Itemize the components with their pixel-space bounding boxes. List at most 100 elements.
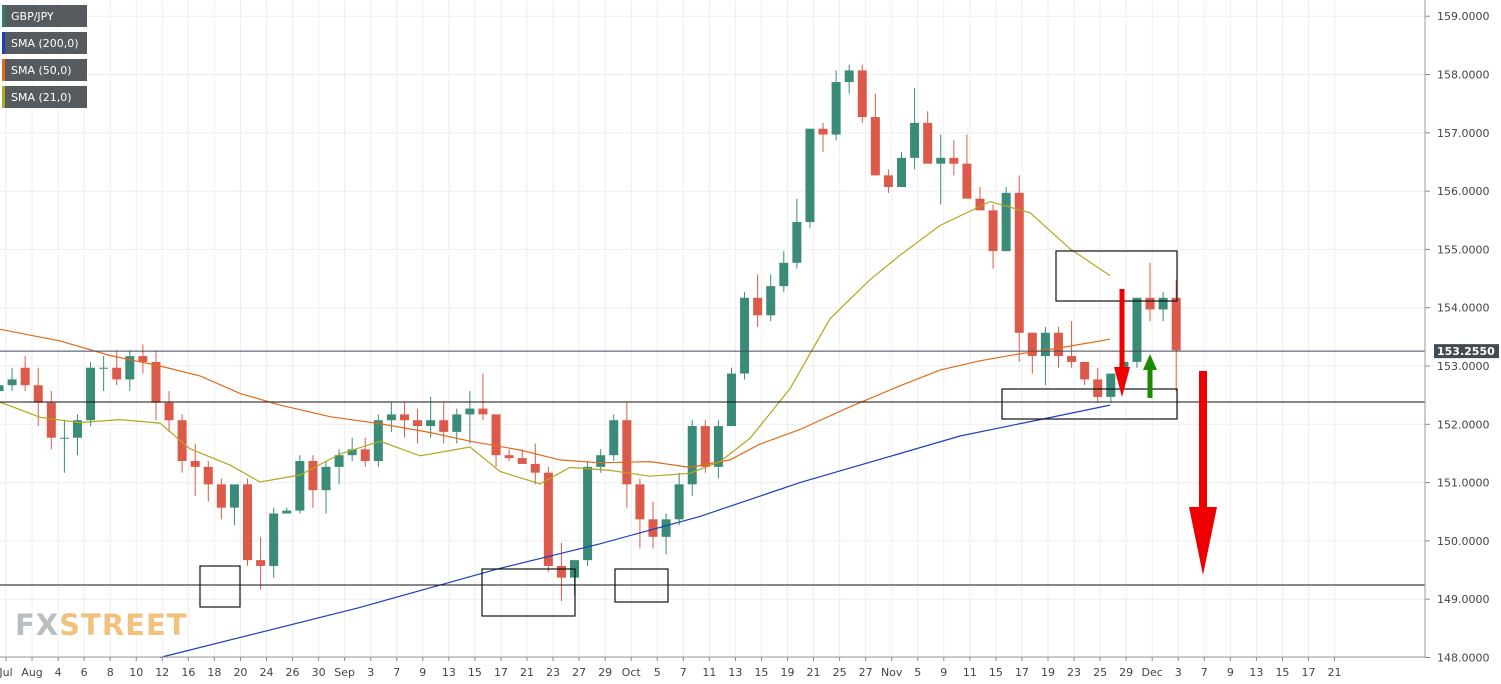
x-tick-label: 23 xyxy=(546,666,560,679)
arrow-shaft xyxy=(1119,289,1125,367)
candle xyxy=(910,87,920,170)
x-tick-label: Aug xyxy=(21,666,42,679)
legend-label: SMA (200,0) xyxy=(11,36,79,50)
candle xyxy=(556,542,566,601)
candle-body xyxy=(321,466,331,491)
candle xyxy=(243,478,253,566)
candle xyxy=(779,251,789,292)
x-tick-label: 17 xyxy=(494,666,508,679)
candle-body xyxy=(72,420,82,438)
x-tick-label: 19 xyxy=(781,666,795,679)
legend-sma-50: SMA (50,0) xyxy=(2,59,87,81)
candle-body xyxy=(229,484,239,508)
candle-body xyxy=(86,367,96,421)
candle-body xyxy=(923,122,933,164)
sma-21-line xyxy=(0,200,1111,485)
arrow-down-icon xyxy=(1114,289,1130,397)
candle-body xyxy=(1145,297,1155,310)
candle xyxy=(831,70,841,141)
legend-swatch xyxy=(2,86,5,108)
candle xyxy=(792,198,802,269)
candle-body xyxy=(897,157,907,188)
y-tick-label: 153.0000 xyxy=(1437,360,1490,373)
candle-body xyxy=(20,367,30,386)
candle xyxy=(622,402,632,508)
candle xyxy=(426,396,436,438)
candle xyxy=(0,385,4,392)
candle xyxy=(1093,367,1103,403)
candle-body xyxy=(975,198,985,211)
candle-body xyxy=(726,373,736,427)
y-tick-label: 151.0000 xyxy=(1437,477,1490,490)
candle xyxy=(1040,326,1050,386)
arrow-shaft xyxy=(1199,371,1207,507)
x-tick-label: Dec xyxy=(1142,666,1163,679)
candle-body xyxy=(439,420,449,432)
candle xyxy=(870,93,880,176)
x-tick-label: 11 xyxy=(702,666,716,679)
candle xyxy=(1145,262,1155,322)
x-tick-label: 16 xyxy=(181,666,195,679)
x-tick-label: 13 xyxy=(1249,666,1263,679)
candle xyxy=(373,414,383,467)
x-tick-label: 5 xyxy=(914,666,921,679)
candle-body xyxy=(805,128,815,222)
y-tick-label: 159.0000 xyxy=(1437,10,1490,23)
candle xyxy=(360,437,370,467)
candle-body xyxy=(1158,297,1168,310)
x-tick-label: Oct xyxy=(622,666,642,679)
x-tick-label: 19 xyxy=(1041,666,1055,679)
candle xyxy=(661,513,671,555)
candle-body xyxy=(949,157,959,164)
y-tick-label: 148.0000 xyxy=(1437,652,1490,665)
arrow-head xyxy=(1143,354,1157,370)
candle-body xyxy=(491,414,501,456)
candle xyxy=(308,455,318,508)
y-tick-label: 156.0000 xyxy=(1437,185,1490,198)
candle-body xyxy=(33,385,43,403)
candle-body xyxy=(517,458,527,464)
candle-body xyxy=(216,484,226,508)
x-tick-label: 15 xyxy=(1275,666,1289,679)
sma-50-line xyxy=(0,328,1111,469)
candle-body xyxy=(1132,297,1142,362)
legend-swatch xyxy=(2,59,5,81)
candle xyxy=(347,437,357,462)
x-tick-label: Sep xyxy=(334,666,355,679)
legend-gbpjpy: GBP/JPY xyxy=(2,5,87,27)
candle-body xyxy=(138,356,148,362)
x-tick-label: 21 xyxy=(520,666,534,679)
candle xyxy=(164,391,174,432)
y-tick-label: 155.0000 xyxy=(1437,243,1490,256)
y-tick-label: 150.0000 xyxy=(1437,535,1490,548)
candle xyxy=(949,140,959,176)
price-label-text: 153.2550 xyxy=(1437,345,1495,358)
candle xyxy=(609,414,619,462)
legend-sma-21: SMA (21,0) xyxy=(2,86,87,108)
candle xyxy=(465,391,475,444)
candle xyxy=(1001,187,1011,252)
candle-body xyxy=(779,262,789,287)
x-tick-label: 20 xyxy=(233,666,247,679)
candle xyxy=(321,461,331,514)
candle-body xyxy=(0,385,4,392)
candle xyxy=(282,507,292,514)
x-tick-label: 18 xyxy=(207,666,221,679)
candle-body xyxy=(125,356,135,380)
candle xyxy=(203,461,213,502)
candle-body xyxy=(478,408,488,415)
candle xyxy=(1171,280,1181,392)
candle xyxy=(256,536,266,590)
candle xyxy=(386,402,396,432)
candle xyxy=(897,152,907,188)
x-tick-label: 26 xyxy=(286,666,300,679)
candle-body xyxy=(256,560,266,566)
candle-body xyxy=(295,461,305,511)
candle-body xyxy=(818,128,828,135)
x-tick-label: 15 xyxy=(989,666,1003,679)
candle-body xyxy=(177,420,187,462)
candle xyxy=(216,478,226,520)
candle-body xyxy=(543,472,553,566)
candle-body xyxy=(399,414,409,421)
candle-body xyxy=(530,463,540,473)
